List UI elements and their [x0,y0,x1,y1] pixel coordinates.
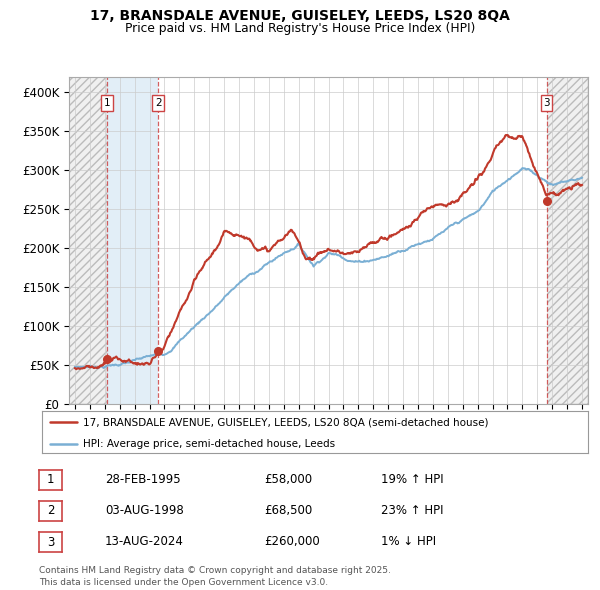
Bar [107,77,158,404]
Text: Contains HM Land Registry data © Crown copyright and database right 2025.
This d: Contains HM Land Registry data © Crown c… [39,566,391,587]
Text: 2: 2 [155,98,161,108]
Text: £68,500: £68,500 [264,504,312,517]
Text: 1% ↓ HPI: 1% ↓ HPI [381,535,436,548]
Text: £260,000: £260,000 [264,535,320,548]
Text: Price paid vs. HM Land Registry's House Price Index (HPI): Price paid vs. HM Land Registry's House … [125,22,475,35]
Text: 17, BRANSDALE AVENUE, GUISELEY, LEEDS, LS20 8QA (semi-detached house): 17, BRANSDALE AVENUE, GUISELEY, LEEDS, L… [83,417,488,427]
Text: 28-FEB-1995: 28-FEB-1995 [105,473,181,486]
Text: 23% ↑ HPI: 23% ↑ HPI [381,504,443,517]
Text: £58,000: £58,000 [264,473,312,486]
Text: 3: 3 [47,536,54,549]
Text: 1: 1 [47,473,54,486]
Text: HPI: Average price, semi-detached house, Leeds: HPI: Average price, semi-detached house,… [83,439,335,449]
Text: 3: 3 [543,98,550,108]
Text: 17, BRANSDALE AVENUE, GUISELEY, LEEDS, LS20 8QA: 17, BRANSDALE AVENUE, GUISELEY, LEEDS, L… [90,9,510,24]
Bar [547,77,588,404]
Text: 13-AUG-2024: 13-AUG-2024 [105,535,184,548]
Bar [69,77,107,404]
Text: 1: 1 [104,98,110,108]
Text: 19% ↑ HPI: 19% ↑ HPI [381,473,443,486]
Bar [158,77,547,404]
Text: 2: 2 [47,504,54,517]
Text: 03-AUG-1998: 03-AUG-1998 [105,504,184,517]
